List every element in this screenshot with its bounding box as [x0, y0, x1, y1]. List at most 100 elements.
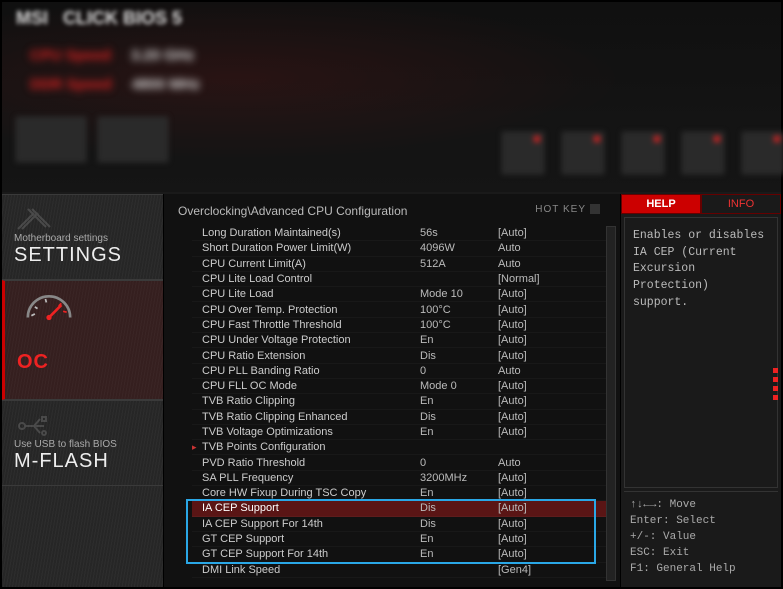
settings-panel: Overclocking\Advanced CPU Configuration …	[164, 194, 621, 587]
red-side-dots	[773, 368, 778, 400]
setting-option: [Auto]	[498, 319, 564, 331]
setting-row[interactable]: DMI Link Speed [Gen4]	[192, 563, 610, 578]
setting-value: 512A	[420, 258, 498, 270]
setting-row[interactable]: GT CEP SupportEn[Auto]	[192, 532, 610, 547]
setting-option: [Auto]	[498, 227, 564, 239]
setting-option: [Auto]	[498, 533, 564, 545]
sidebar-oc-title: OC	[17, 351, 151, 374]
setting-value: Dis	[420, 350, 498, 362]
left-sidebar: Motherboard settings SETTINGS OC	[2, 194, 164, 587]
gauge-icon	[19, 291, 79, 321]
setting-option: [Gen4]	[498, 564, 564, 576]
setting-row[interactable]: TVB Voltage OptimizationsEn[Auto]	[192, 425, 610, 440]
sidebar-mflash-title: M-FLASH	[14, 450, 151, 473]
setting-value: Mode 10	[420, 288, 498, 300]
usb-icon	[14, 411, 54, 441]
setting-value: 100°C	[420, 304, 498, 316]
setting-row[interactable]: CPU Fast Throttle Threshold100°C[Auto]	[192, 318, 610, 333]
setting-row[interactable]: IA CEP SupportDis[Auto]	[192, 501, 610, 516]
setting-name: DMI Link Speed	[202, 564, 420, 576]
setting-option: Auto	[498, 258, 564, 270]
setting-value: Mode 0	[420, 380, 498, 392]
setting-row[interactable]: ▸TVB Points Configuration	[192, 440, 610, 455]
setting-option: [Auto]	[498, 472, 564, 484]
setting-name: CPU FLL OC Mode	[202, 380, 420, 392]
wrench-icon	[14, 205, 54, 235]
setting-row[interactable]: PVD Ratio Threshold0Auto	[192, 455, 610, 470]
setting-option: Auto	[498, 457, 564, 469]
brand-logo: MSI CLICK BIOS 5	[2, 2, 781, 35]
setting-name: TVB Voltage Optimizations	[202, 426, 420, 438]
setting-name: CPU Lite Load Control	[202, 273, 420, 285]
setting-name: CPU Over Temp. Protection	[202, 304, 420, 316]
setting-row[interactable]: CPU Ratio ExtensionDis[Auto]	[192, 348, 610, 363]
key-hints: ↑↓←→: Move Enter: Select +/-: Value ESC:…	[624, 491, 778, 584]
bios-header-blurred: MSI CLICK BIOS 5 CPU Speed3.20 GHz DDR S…	[2, 2, 781, 192]
setting-option: [Auto]	[498, 395, 564, 407]
header-mode-buttons	[2, 105, 182, 174]
setting-option: [Auto]	[498, 426, 564, 438]
setting-option: [Auto]	[498, 411, 564, 423]
tab-info[interactable]: INFO	[701, 194, 781, 214]
setting-value: 0	[420, 457, 498, 469]
setting-value: 56s	[420, 227, 498, 239]
setting-name: TVB Points Configuration	[202, 441, 420, 453]
setting-row[interactable]: CPU Under Voltage ProtectionEn[Auto]	[192, 333, 610, 348]
sidebar-item-settings[interactable]: Motherboard settings SETTINGS	[2, 194, 163, 280]
setting-name: CPU Fast Throttle Threshold	[202, 319, 420, 331]
setting-value: 3200MHz	[420, 472, 498, 484]
setting-option: [Auto]	[498, 350, 564, 362]
setting-value: Dis	[420, 518, 498, 530]
hint-select: Enter: Select	[630, 514, 772, 530]
setting-name: Core HW Fixup During TSC Copy	[202, 487, 420, 499]
setting-name: TVB Ratio Clipping	[202, 395, 420, 407]
header-info-row: CPU Speed3.20 GHz DDR Speed4800 MHz	[2, 35, 781, 105]
setting-name: CPU Ratio Extension	[202, 350, 420, 362]
setting-option: [Normal]	[498, 273, 564, 285]
hint-help: F1: General Help	[630, 562, 772, 578]
setting-name: TVB Ratio Clipping Enhanced	[202, 411, 420, 423]
hint-move: ↑↓←→: Move	[630, 498, 772, 514]
setting-option: [Auto]	[498, 380, 564, 392]
setting-row[interactable]: Short Duration Power Limit(W)4096WAuto	[192, 241, 610, 256]
setting-value: Dis	[420, 411, 498, 423]
setting-name: GT CEP Support	[202, 533, 420, 545]
setting-value: 100°C	[420, 319, 498, 331]
setting-name: GT CEP Support For 14th	[202, 548, 420, 560]
setting-row[interactable]: IA CEP Support For 14thDis[Auto]	[192, 517, 610, 532]
right-panel: HELP INFO Enables or disables IA CEP (Cu…	[621, 194, 781, 587]
setting-row[interactable]: Core HW Fixup During TSC CopyEn[Auto]	[192, 486, 610, 501]
boot-priority-icons	[182, 132, 783, 174]
setting-row[interactable]: CPU Current Limit(A)512AAuto	[192, 257, 610, 272]
setting-row[interactable]: CPU Over Temp. Protection100°C[Auto]	[192, 302, 610, 317]
setting-value: En	[420, 395, 498, 407]
setting-value: 0	[420, 365, 498, 377]
setting-row[interactable]: TVB Ratio Clipping EnhancedDis[Auto]	[192, 410, 610, 425]
sidebar-item-oc[interactable]: OC	[2, 280, 163, 400]
help-text-box: Enables or disables IA CEP (Current Excu…	[624, 217, 778, 488]
settings-list[interactable]: Long Duration Maintained(s)56s[Auto]Shor…	[178, 226, 610, 578]
setting-row[interactable]: CPU Lite LoadMode 10[Auto]	[192, 287, 610, 302]
setting-value: En	[420, 533, 498, 545]
setting-row[interactable]: CPU PLL Banding Ratio0Auto	[192, 364, 610, 379]
setting-option: [Auto]	[498, 548, 564, 560]
setting-row[interactable]: CPU FLL OC ModeMode 0[Auto]	[192, 379, 610, 394]
setting-option: Auto	[498, 242, 564, 254]
setting-row[interactable]: GT CEP Support For 14thEn[Auto]	[192, 547, 610, 562]
setting-name: Long Duration Maintained(s)	[202, 227, 420, 239]
setting-row[interactable]: Long Duration Maintained(s)56s[Auto]	[192, 226, 610, 241]
setting-option: [Auto]	[498, 334, 564, 346]
sidebar-item-mflash[interactable]: Use USB to flash BIOS M-FLASH	[2, 400, 163, 486]
setting-row[interactable]: SA PLL Frequency3200MHz[Auto]	[192, 471, 610, 486]
setting-row[interactable]: TVB Ratio ClippingEn[Auto]	[192, 394, 610, 409]
tab-help[interactable]: HELP	[621, 194, 701, 214]
setting-value: En	[420, 487, 498, 499]
hotkey-button[interactable]: HOT KEY	[535, 204, 600, 215]
setting-row[interactable]: CPU Lite Load Control [Normal]	[192, 272, 610, 287]
setting-value: Dis	[420, 502, 498, 514]
setting-option: [Auto]	[498, 487, 564, 499]
setting-name: CPU PLL Banding Ratio	[202, 365, 420, 377]
setting-value: En	[420, 426, 498, 438]
sidebar-settings-title: SETTINGS	[14, 244, 151, 267]
help-tabs: HELP INFO	[621, 194, 781, 214]
